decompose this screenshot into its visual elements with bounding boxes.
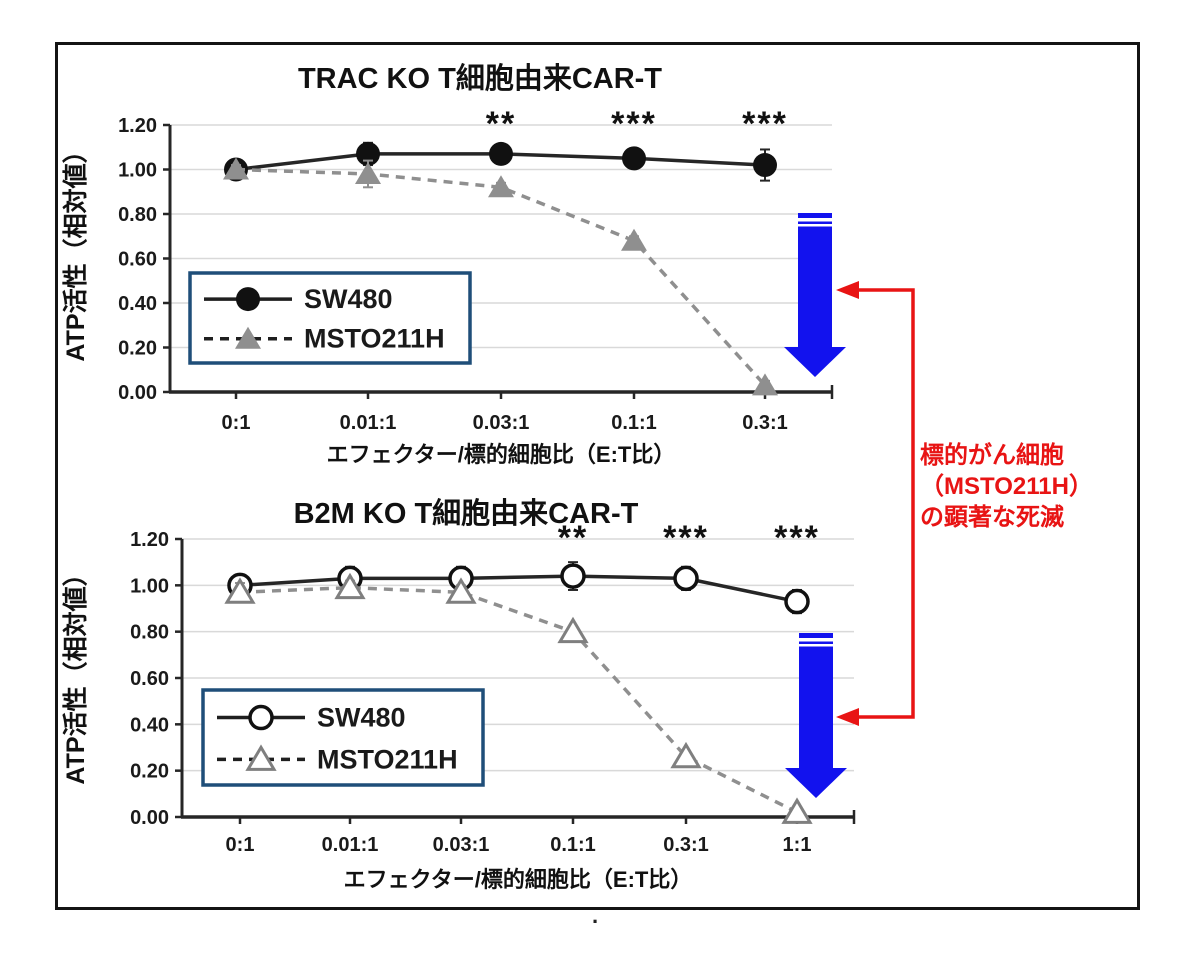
y-tick-label: 0.60 xyxy=(118,249,157,271)
y-tick-label: 0.80 xyxy=(118,204,157,226)
arrow-stripe xyxy=(799,644,833,647)
marker-filled-triangle xyxy=(355,161,381,184)
y-tick-label: 0.60 xyxy=(130,668,169,690)
significance-1:1: *** xyxy=(774,519,820,557)
significance-0.3:1: *** xyxy=(663,519,709,557)
x-tick-label: 0.03:1 xyxy=(433,834,490,856)
series-line-MSTO211H xyxy=(239,585,798,814)
annotation-text: 標的がん細胞 （MSTO211H） の顕著な死滅 xyxy=(920,440,1140,533)
marker-filled-circle xyxy=(489,141,513,166)
arrow-stripe xyxy=(799,638,833,642)
cell-death-down-arrow xyxy=(785,633,847,798)
series-line-MSTO211H xyxy=(235,167,767,387)
marker-open-triangle xyxy=(670,741,702,769)
x-tick-label: 0.01:1 xyxy=(340,412,397,434)
y-tick-label: 0.20 xyxy=(130,761,169,783)
marker-open-triangle xyxy=(224,577,256,604)
marker-filled-triangle xyxy=(223,157,249,180)
trac-ko-svg: 0.00 0.20 0.40 0.60 0.80 1.00 1.20 0:1 0.01:1 0.0… xyxy=(61,61,846,467)
legend-label-SW480: SW480 xyxy=(317,703,406,733)
arrow-stripe xyxy=(798,224,832,227)
significance-0.1:1: ** xyxy=(558,519,588,557)
marker-open-circle xyxy=(248,704,274,731)
chart-title: B2M KO T細胞由来CAR-T xyxy=(294,496,639,530)
x-tick-label: 0.1:1 xyxy=(550,834,596,856)
x-tick-label: 0.01:1 xyxy=(322,834,379,856)
x-tick-label: 0.3:1 xyxy=(663,834,709,856)
y-tick-label: 0.40 xyxy=(130,714,169,736)
y-tick-label: 1.00 xyxy=(118,160,157,182)
marker-filled-circle xyxy=(622,146,646,171)
y-tick-label: 0.00 xyxy=(118,382,157,404)
x-tick-label: 0.1:1 xyxy=(611,412,657,434)
marker-filled-triangle xyxy=(235,326,261,349)
y-tick-label: 0.00 xyxy=(130,807,169,829)
y-tick-label: 1.20 xyxy=(130,529,169,551)
marker-open-triangle xyxy=(334,572,366,600)
y-tick-label: 1.00 xyxy=(130,575,169,597)
annotation-line-2: （MSTO211H） xyxy=(920,473,1093,500)
y-tick-label: 1.20 xyxy=(118,115,157,137)
marker-filled-triangle xyxy=(488,175,514,198)
y-axis-label: ATP活性（相対値） xyxy=(61,138,90,361)
chart-b2m-ko-car-t: 0.00 0.20 0.40 0.60 0.80 1.00 1.20 0:1 0.01:1 0.0… xyxy=(60,463,860,910)
x-axis-label: エフェクター/標的細胞比（E:T比） xyxy=(327,442,676,467)
marker-filled-circle xyxy=(356,141,380,166)
series-line-SW480 xyxy=(239,574,798,604)
marker-open-circle xyxy=(784,588,810,615)
b2m-ko-svg: 0.00 0.20 0.40 0.60 0.80 1.00 1.20 0:1 0.01:1 0.0… xyxy=(61,496,856,892)
x-tick-label: 0:1 xyxy=(222,412,251,434)
marker-filled-circle xyxy=(236,287,260,312)
marker-open-triangle xyxy=(557,616,589,644)
marker-open-circle xyxy=(560,563,586,589)
arrow-stripe xyxy=(798,218,832,222)
marker-open-triangle xyxy=(245,744,277,771)
legend-label-MSTO211H: MSTO211H xyxy=(304,324,445,354)
footnote-dot: . xyxy=(591,903,599,928)
y-tick-label: 0.40 xyxy=(118,293,157,315)
legend-label-MSTO211H: MSTO211H xyxy=(317,744,458,774)
significance-0.03:1: ** xyxy=(486,105,516,143)
marker-filled-circle xyxy=(753,153,777,178)
significance-0.3:1: *** xyxy=(742,105,788,143)
y-axis-label: ATP活性（相対値） xyxy=(61,561,90,784)
marker-filled-triangle xyxy=(752,373,778,396)
y-tick-label: 0.80 xyxy=(130,622,169,644)
x-axis-label: エフェクター/標的細胞比（E:T比） xyxy=(344,867,693,892)
marker-filled-triangle xyxy=(621,228,647,251)
marker-open-triangle xyxy=(781,797,813,824)
annotation-line-1: 標的がん細胞 xyxy=(920,442,1064,469)
chart-title: TRAC KO T細胞由来CAR-T xyxy=(298,61,662,95)
x-tick-label: 0.3:1 xyxy=(742,412,788,434)
chart-trac-ko-car-t: 0.00 0.20 0.40 0.60 0.80 1.00 1.20 0:1 0.01:1 0.0… xyxy=(60,45,860,470)
x-tick-label: 0.03:1 xyxy=(473,412,530,434)
legend-label-SW480: SW480 xyxy=(304,284,393,314)
y-tick-label: 0.20 xyxy=(118,338,157,360)
x-tick-label: 1:1 xyxy=(783,834,812,856)
cell-death-down-arrow xyxy=(784,213,846,377)
annotation-line-3: の顕著な死滅 xyxy=(920,504,1064,531)
significance-0.1:1: *** xyxy=(611,105,657,143)
marker-open-circle xyxy=(673,565,699,592)
marker-open-triangle xyxy=(445,577,477,604)
x-tick-label: 0:1 xyxy=(226,834,255,856)
